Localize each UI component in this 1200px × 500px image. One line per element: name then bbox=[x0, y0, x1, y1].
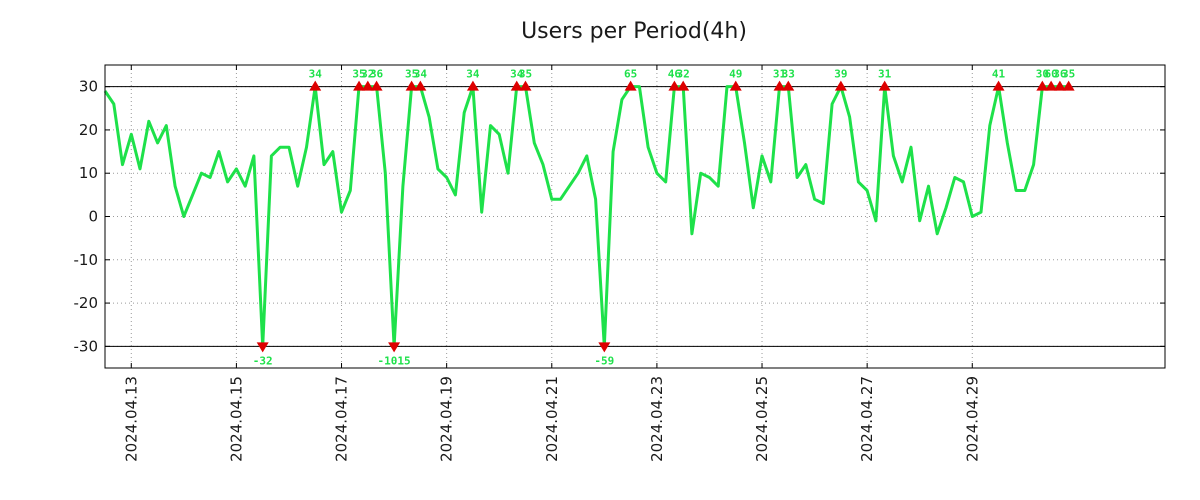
y-tick-label: 0 bbox=[88, 208, 98, 226]
clip-high-marker bbox=[361, 80, 374, 91]
clip-low-label: -32 bbox=[253, 354, 273, 367]
clip-high-label: 32 bbox=[677, 68, 690, 81]
y-tick-label: -20 bbox=[74, 294, 99, 312]
clip-high-label: 46 bbox=[668, 68, 682, 81]
clip-high-marker bbox=[668, 80, 681, 91]
x-axis-ticks: 2024.04.13 2024.04.15 2024.04.17 2024.04.19… bbox=[122, 65, 981, 462]
clip-high-label: 35 bbox=[519, 68, 532, 81]
clip-high-marker bbox=[624, 80, 637, 91]
y-tick-label: -10 bbox=[74, 251, 99, 269]
clip-high-marker bbox=[370, 80, 383, 91]
x-tick-label: 2024.04.25 bbox=[753, 376, 771, 462]
clip-low-marker bbox=[256, 342, 269, 353]
clip-high-label: 65 bbox=[624, 68, 637, 81]
clip-high-marker bbox=[1036, 80, 1049, 91]
y-tick-label: 20 bbox=[79, 121, 98, 139]
clip-low-marker bbox=[598, 342, 611, 353]
clip-high-marker bbox=[466, 80, 479, 91]
clip-high-marker bbox=[1045, 80, 1058, 91]
clip-high-label: 49 bbox=[729, 68, 742, 81]
clip-high-label: 36 bbox=[1053, 68, 1067, 81]
y-tick-label: 10 bbox=[79, 164, 98, 182]
x-tick-label: 2024.04.13 bbox=[122, 376, 140, 462]
clip-high-label: 34 bbox=[510, 68, 524, 81]
clip-high-label: 31 bbox=[878, 68, 892, 81]
y-axis-ticks: -30 -20 -10 0 10 20 30 bbox=[74, 78, 1165, 355]
chart-title: Users per Period(4h) bbox=[521, 19, 747, 44]
x-tick-label: 2024.04.21 bbox=[543, 376, 561, 462]
clip-high-marker bbox=[1062, 80, 1075, 91]
clip-high-label: 34 bbox=[414, 68, 428, 81]
clip-high-label: 32 bbox=[361, 68, 374, 81]
clip-high-marker bbox=[309, 80, 322, 91]
clip-high-marker bbox=[773, 80, 786, 91]
x-tick-label: 2024.04.29 bbox=[963, 376, 981, 462]
clip-high-marker bbox=[878, 80, 891, 91]
clip-low-label: -59 bbox=[594, 354, 614, 367]
x-tick-label: 2024.04.17 bbox=[333, 376, 351, 462]
x-tick-label: 2024.04.15 bbox=[227, 376, 245, 462]
clip-high-marker bbox=[834, 80, 847, 91]
clip-high-label: 60 bbox=[1044, 68, 1057, 81]
clip-high-marker bbox=[414, 80, 427, 91]
clip-low-label: -1015 bbox=[378, 354, 411, 367]
clip-high-marker bbox=[1053, 80, 1066, 91]
x-tick-label: 2024.04.19 bbox=[438, 376, 456, 462]
clip-low-marker bbox=[388, 342, 401, 353]
x-tick-label: 2024.04.23 bbox=[648, 376, 666, 462]
clip-high-marker bbox=[510, 80, 523, 91]
clip-high-label: 41 bbox=[992, 68, 1006, 81]
clip-high-marker bbox=[405, 80, 418, 91]
users-series-line bbox=[103, 85, 1069, 348]
x-tick-label: 2024.04.27 bbox=[858, 376, 876, 462]
clip-high-label: 35 bbox=[352, 68, 365, 81]
clip-high-marker bbox=[992, 80, 1005, 91]
clip-high-label: 30 bbox=[1036, 68, 1049, 81]
clip-high-label: 39 bbox=[834, 68, 847, 81]
clip-high-label: 34 bbox=[466, 68, 480, 81]
clip-high-label: 33 bbox=[782, 68, 795, 81]
clip-high-label: 31 bbox=[773, 68, 787, 81]
clip-high-marker bbox=[782, 80, 795, 91]
clip-high-marker bbox=[353, 80, 366, 91]
clip-high-label: 35 bbox=[1062, 68, 1075, 81]
clip-markers bbox=[256, 80, 1075, 353]
clip-high-label: 35 bbox=[405, 68, 418, 81]
clip-high-label: 36 bbox=[370, 68, 384, 81]
y-tick-label: 30 bbox=[79, 78, 98, 96]
clip-high-label: 34 bbox=[309, 68, 323, 81]
series-line bbox=[103, 85, 1069, 348]
clip-high-marker bbox=[677, 80, 690, 91]
clip-high-marker bbox=[729, 80, 742, 91]
y-tick-label: -30 bbox=[74, 337, 99, 355]
clip-high-marker bbox=[519, 80, 532, 91]
